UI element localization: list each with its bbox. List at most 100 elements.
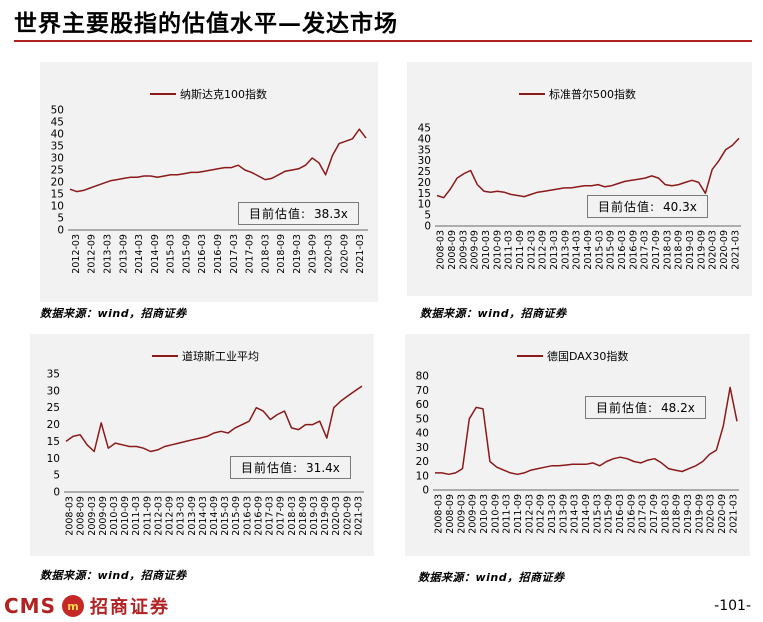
series-line (435, 386, 738, 476)
x-tick-label: 2018-03 (260, 234, 271, 274)
x-tick-label: 2017-09 (651, 230, 662, 270)
x-tick-label: 2020-09 (339, 234, 350, 274)
x-tick-label: 2010-09 (490, 494, 501, 534)
y-tick-label: 20 (51, 177, 64, 189)
x-tick-label: 2011-09 (142, 496, 153, 536)
x-tick-label: 2012-09 (536, 494, 547, 534)
x-tick-label: 2019-09 (308, 234, 319, 274)
x-tick-label: 2018-09 (672, 494, 683, 534)
x-tick-label: 2020-09 (342, 496, 353, 536)
current-value-box: 目前估值: 31.4x (230, 456, 351, 479)
y-tick-label: 20 (418, 177, 431, 189)
x-tick-label: 2008-09 (447, 230, 458, 270)
x-tick-label: 2016-09 (628, 230, 639, 270)
series-line (436, 137, 740, 199)
x-tick-label: 2020-09 (719, 230, 730, 270)
x-tick-label: 2019-03 (309, 496, 320, 536)
source-note: 数据来源：wind，招商证券 (418, 571, 565, 584)
x-tick-label: 2017-09 (245, 234, 256, 274)
x-tick-label: 2021-03 (355, 234, 366, 274)
y-tick-label: 25 (47, 402, 60, 414)
x-tick-label: 2016-03 (615, 494, 626, 534)
y-tick-label: 10 (47, 453, 60, 465)
legend-label: 德国DAX30指数 (547, 350, 629, 363)
x-tick-label: 2018-09 (674, 230, 685, 270)
x-tick-label: 2015-09 (181, 234, 192, 274)
x-tick-label: 2014-09 (209, 496, 220, 536)
chart-panel-dax: 德国DAX30指数 0 10 20 30 40 50 60 70 80 2008-03 2008-0… (405, 334, 750, 556)
x-tick-label: 2010-03 (479, 494, 490, 534)
current-value-box: 目前估值: 40.3x (587, 195, 708, 218)
logo-text-cn: 招商证券 (89, 597, 170, 618)
x-tick-label: 2017-03 (229, 234, 240, 274)
x-tick-label: 2012-09 (87, 234, 98, 274)
x-tick-label: 2020-03 (706, 494, 717, 534)
x-tick-label: 2021-03 (730, 230, 741, 270)
current-value: 38.3x (314, 207, 348, 221)
y-tick-label: 5 (424, 210, 431, 222)
x-tick-label: 2013-03 (549, 230, 560, 270)
y-tick-label: 40 (418, 133, 431, 145)
legend-label: 纳斯达克100指数 (180, 88, 267, 101)
x-tick-label: 2009-03 (456, 494, 467, 534)
x-tick-label: 2015-09 (606, 230, 617, 270)
company-logo: CMS m 招商证券 (4, 593, 170, 619)
x-tick-label: 2019-03 (292, 234, 303, 274)
x-tick-label: 2015-09 (604, 494, 615, 534)
x-tick-label: 2014-09 (581, 494, 592, 534)
x-tick-label: 2013-09 (560, 230, 571, 270)
title-rule (14, 40, 752, 42)
x-tick-label: 2019-09 (320, 496, 331, 536)
y-tick-label: 15 (418, 188, 431, 200)
chart-panel-dow: 道琼斯工业平均 0 5 10 15 20 25 30 35 2008-03 2008-09 2009… (30, 334, 374, 556)
y-tick-label: 20 (416, 456, 429, 468)
x-tick-label: 2015-03 (166, 234, 177, 274)
current-value: 40.3x (663, 200, 697, 214)
x-tick-label: 2016-03 (617, 230, 628, 270)
y-tick-label: 30 (418, 155, 431, 167)
x-tick-label: 2019-09 (694, 494, 705, 534)
legend: 道琼斯工业平均 (152, 348, 259, 364)
logo-badge-icon: m (61, 595, 84, 617)
x-tick-label: 2020-03 (708, 230, 719, 270)
y-tick-label: 30 (416, 442, 429, 454)
x-tick-label: 2018-03 (660, 494, 671, 534)
legend: 标准普尔500指数 (519, 86, 636, 102)
x-tick-label: 2013-03 (102, 234, 113, 274)
x-tick-label: 2019-03 (685, 230, 696, 270)
x-tick-label: 2019-03 (683, 494, 694, 534)
x-tick-label: 2015-03 (594, 230, 605, 270)
y-tick-label: 60 (416, 399, 429, 411)
x-tick-label: 2016-09 (626, 494, 637, 534)
x-tick-label: 2017-03 (265, 496, 276, 536)
logo-text-en: CMS (4, 594, 56, 618)
x-tick-label: 2014-03 (572, 230, 583, 270)
source-note: 数据来源：wind，招商证券 (40, 569, 187, 582)
current-value-box: 目前估值: 48.2x (585, 396, 706, 419)
x-tick-label: 2017-09 (649, 494, 660, 534)
y-tick-label: 0 (422, 485, 429, 497)
y-tick-label: 35 (51, 141, 64, 153)
x-tick-label: 2013-09 (187, 496, 198, 536)
y-tick-label: 45 (51, 117, 64, 129)
x-tick-label: 2010-09 (492, 230, 503, 270)
current-value-label: 目前估值: (241, 461, 299, 475)
x-tick-label: 2011-09 (515, 230, 526, 270)
x-tick-label: 2008-09 (445, 494, 456, 534)
y-tick-label: 5 (57, 213, 64, 225)
x-tick-label: 2013-03 (547, 494, 558, 534)
y-tick-label: 50 (51, 105, 64, 117)
x-tick-label: 2015-03 (592, 494, 603, 534)
legend-swatch (152, 355, 178, 357)
current-value: 31.4x (306, 461, 340, 475)
x-tick-label: 2009-03 (87, 496, 98, 536)
x-tick-label: 2012-03 (153, 496, 164, 536)
y-tick-label: 50 (416, 413, 429, 425)
x-tick-label: 2014-03 (570, 494, 581, 534)
x-tick-label: 2008-09 (76, 496, 87, 536)
y-tick-label: 30 (47, 385, 60, 397)
x-tick-label: 2012-09 (165, 496, 176, 536)
x-tick-label: 2021-03 (728, 494, 739, 534)
